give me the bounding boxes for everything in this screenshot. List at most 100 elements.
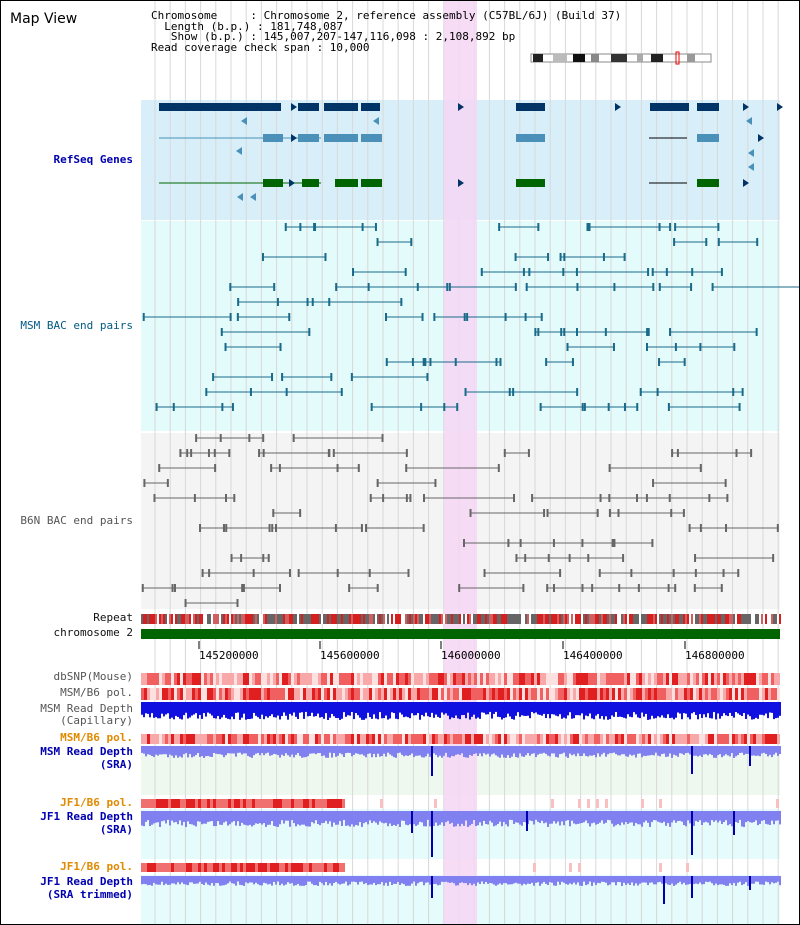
msm-b6-pol-2-cell: [378, 734, 381, 744]
jf1-depth-trim-bar: [415, 876, 417, 886]
msm-b6-pol-cell: [480, 688, 483, 700]
repeat-segment: [149, 614, 151, 624]
msm-b6-pol-cell: [444, 688, 447, 700]
b6n-bac-pair-end: [141, 584, 144, 592]
msm-depth-sra-bar: [725, 746, 727, 755]
msm-depth-sra-bar: [249, 746, 251, 757]
dbsnp-cell: [750, 673, 753, 685]
ideogram-band: [553, 54, 567, 62]
jf1-depth-trim-bar: [681, 876, 683, 885]
msm-depth-sra-bar: [193, 746, 195, 757]
msm-depth-sra-bar: [551, 746, 553, 754]
track-label-b6n-bac[interactable]: B6N BAC end pairs: [20, 514, 133, 527]
track-label-dbsnp[interactable]: dbSNP(Mouse): [53, 670, 133, 683]
track-label-msm-depth-capillary[interactable]: MSM Read Depth: [40, 702, 133, 715]
jf1-depth-trim-bar: [589, 876, 591, 882]
jf1-depth-sra-bar: [765, 811, 767, 824]
jf1-depth-sra-bar: [577, 811, 579, 824]
repeat-segment: [353, 614, 355, 624]
msm-b6-pol-2-cell: [609, 734, 612, 744]
msm-depth-sra-bar: [495, 746, 497, 756]
jf1-depth-trim-bar: [671, 876, 673, 884]
repeat-segment: [373, 614, 375, 624]
jf1-depth-trim-bar: [391, 876, 393, 886]
msm-depth-sra-bar: [343, 746, 345, 758]
jf1-b6-pol-cell: [144, 799, 147, 808]
track-label-msm-depth-sra[interactable]: MSM Read Depth: [40, 745, 133, 758]
msm-depth-sra-bar: [199, 746, 201, 757]
msm-depth-capillary-bar: [551, 702, 553, 715]
msm-depth-capillary-bar: [731, 702, 733, 716]
repeat-segment: [635, 614, 637, 624]
jf1-depth-trim-bar: [591, 876, 593, 886]
msm-b6-pol-2-cell: [576, 734, 579, 744]
msm-depth-capillary-bar: [761, 702, 763, 715]
repeat-segment: [349, 614, 351, 624]
dbsnp-cell: [228, 673, 231, 685]
repeat-segment: [425, 614, 427, 624]
msm-b6-pol-cell: [387, 688, 390, 700]
msm-b6-pol-cell: [456, 688, 459, 700]
jf1-depth-trim-bar: [739, 876, 741, 882]
repeat-segment: [233, 614, 235, 624]
msm-depth-sra-bar: [603, 746, 605, 753]
msm-b6-pol-2-cell: [372, 734, 375, 744]
msm-depth-capillary-bar: [389, 702, 391, 719]
dbsnp-cell: [729, 673, 732, 685]
track-label-repeat[interactable]: Repeat: [93, 611, 133, 624]
msm-b6-pol-2-cell: [501, 734, 504, 744]
track-label-jf1-b6-pol-2[interactable]: JF1/B6 pol.: [60, 860, 133, 873]
track-label-jf1-b6-pol[interactable]: JF1/B6 pol.: [60, 796, 133, 809]
track-label-refseq[interactable]: RefSeq Genes: [53, 153, 133, 166]
dbsnp-cell: [387, 673, 390, 685]
msm-depth-sra-bar: [655, 746, 657, 753]
dbsnp-cell: [417, 673, 420, 685]
dbsnp-cell: [720, 673, 723, 685]
b6n-bac-pair-end: [327, 449, 330, 457]
msm-b6-pol-cell: [189, 688, 192, 700]
msm-depth-capillary-bar: [491, 702, 493, 719]
track-label-jf1-depth-trimmed[interactable]: JF1 Read Depth: [40, 875, 133, 888]
msm-depth-capillary-bar: [627, 702, 629, 715]
msm-b6-pol-2-cell: [711, 734, 714, 744]
jf1-depth-sra-bar: [647, 811, 649, 823]
jf1-depth-trim-bar: [565, 876, 567, 884]
msm-b6-pol-cell: [453, 688, 456, 700]
jf1-depth-trim-bar: [201, 876, 203, 884]
msm-depth-sra-bar: [175, 746, 177, 756]
msm-b6-pol-2-cell: [423, 734, 426, 744]
jf1-b6-pol-2-cell: [195, 863, 198, 872]
msm-b6-pol-2-cell: [693, 734, 696, 744]
msm-bac-pair-end: [711, 283, 714, 291]
jf1-depth-trim-bar: [281, 876, 283, 884]
jf1-depth-sra-bar: [173, 811, 175, 823]
gene-arrow: [236, 147, 242, 155]
jf1-b6-pol-2-cell: [171, 863, 174, 872]
dbsnp-cell: [741, 673, 744, 685]
msm-depth-sra-bar: [257, 746, 259, 754]
msm-depth-sra-bar: [171, 746, 173, 756]
msm-depth-sra-bar: [673, 746, 675, 755]
msm-b6-pol-2-cell: [294, 734, 297, 744]
msm-b6-pol-2-cell: [615, 734, 618, 744]
jf1-depth-trim-bar: [615, 876, 617, 886]
dbsnp-cell: [339, 673, 342, 685]
msm-depth-capillary-bar: [175, 702, 177, 716]
repeat-segment: [523, 614, 525, 624]
msm-bac-pair-end: [623, 253, 626, 261]
track-label-msm-b6-pol-2[interactable]: MSM/B6 pol.: [60, 731, 133, 744]
track-label-jf1-depth-sra[interactable]: JF1 Read Depth: [40, 810, 133, 823]
msm-bac-pair-end: [647, 328, 650, 336]
jf1-depth-sra-bar: [213, 811, 215, 827]
msm-depth-capillary-bar: [241, 702, 243, 718]
track-label-msm-bac[interactable]: MSM BAC end pairs: [20, 319, 133, 332]
track-label-msm-b6-pol[interactable]: MSM/B6 pol.: [60, 686, 133, 699]
jf1-depth-trim-bar: [293, 876, 295, 886]
jf1-depth-sra-bar: [343, 811, 345, 821]
msm-b6-pol-2-cell: [234, 734, 237, 744]
msm-depth-sra-bar: [221, 746, 223, 755]
msm-depth-capillary-bar: [771, 702, 773, 713]
jf1-depth-sra-bar: [755, 811, 757, 821]
repeat-segment: [285, 614, 287, 624]
